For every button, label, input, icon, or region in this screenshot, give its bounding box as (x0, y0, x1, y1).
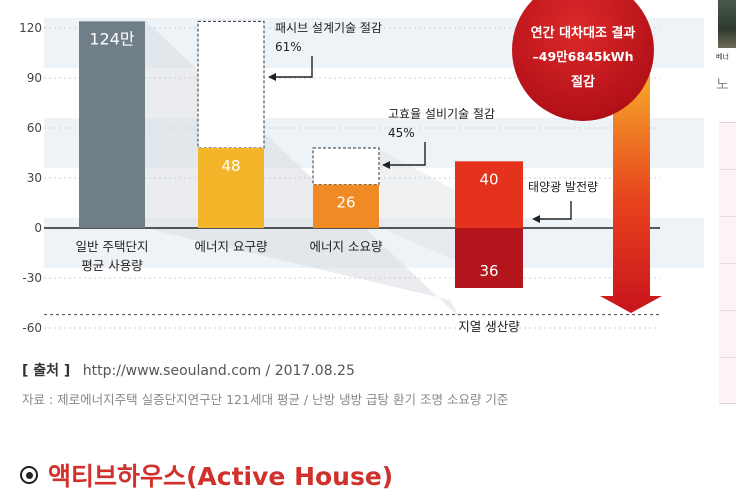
annotation-arrow (540, 201, 572, 220)
y-tick-label: 60 (27, 121, 42, 135)
category-label: 일반 주택단지 평균 사용량 (76, 239, 149, 273)
source-line: [ 출처 ] http://www.seouland.com / 2017.08… (22, 360, 355, 380)
annotation-arrow (276, 56, 313, 78)
arrowhead-icon (532, 215, 540, 223)
wedge-shape (380, 150, 455, 260)
bar-production-geothermal (455, 228, 523, 288)
y-tick-label: -60 (22, 321, 42, 335)
efficiency-annotation: 고효율 설비기술 절감 (388, 107, 495, 121)
bar-value-label: 40 (479, 170, 498, 188)
category-label: 에너지 소요량 (310, 239, 383, 254)
side-text[interactable]: 노 (716, 77, 729, 93)
bar-production-solar (455, 161, 523, 228)
bar-value-label: 48 (221, 157, 240, 175)
bar-value-label: 26 (336, 194, 355, 212)
arrowhead-icon (268, 73, 276, 81)
result-badge-line3: 절감 (571, 75, 595, 90)
bar-general (79, 21, 145, 229)
balance-arrow-icon (600, 60, 662, 313)
y-tick-label: 90 (27, 71, 42, 85)
target-icon (20, 466, 38, 484)
y-tick-label: 0 (34, 221, 42, 235)
bar-consumption (313, 184, 379, 228)
arrowhead-icon (382, 161, 390, 169)
side-thumbnail[interactable] (718, 0, 736, 48)
bar-demand (198, 148, 264, 228)
side-panel-row[interactable] (719, 311, 736, 358)
solar-annotation: 태양광 발전량 (528, 180, 598, 194)
outline-bar (197, 20, 265, 149)
side-panel-row[interactable] (719, 264, 736, 311)
source-label: [ 출처 ] (22, 363, 71, 379)
section-heading: 액티브하우스(Active House) (20, 458, 393, 492)
y-tick-label: 30 (27, 171, 42, 185)
category-label: 에너지 요구량 (195, 239, 268, 254)
annotation-arrow (390, 142, 426, 166)
side-panel (719, 122, 736, 404)
result-badge-line2: –49만6845kWh (533, 49, 634, 64)
side-panel-row[interactable] (719, 217, 736, 264)
data-note: 자료 : 제로에너지주택 실증단지연구단 121세대 평균 / 난방 냉방 급탕… (22, 392, 509, 407)
side-panel-row[interactable] (719, 170, 736, 217)
category-label: 지열 생산량 (458, 319, 520, 334)
section-title: 액티브하우스(Active House) (48, 462, 394, 491)
passive-percent: 61% (275, 40, 302, 54)
y-tick-label: 120 (19, 21, 42, 35)
y-tick-label: -30 (22, 271, 42, 285)
bar-value-label: 124만 (89, 29, 135, 48)
result-badge-line1: 연간 대차대조 결과 (531, 25, 636, 41)
side-caption: 베너 (716, 53, 729, 61)
efficiency-percent: 45% (388, 126, 415, 140)
bar-value-label: 36 (479, 262, 498, 280)
outline-bar (312, 147, 380, 186)
passive-annotation: 패시브 설계기술 절감 (275, 21, 382, 35)
energy-chart: 120 90 60 30 0 -30 -60 124만 48 26 40 36 패시브 설계기술 절… (19, 0, 704, 335)
source-link[interactable]: http://www.seouland.com / 2017.08.25 (82, 363, 355, 379)
result-badge (512, 0, 654, 121)
side-panel-row[interactable] (719, 123, 736, 170)
